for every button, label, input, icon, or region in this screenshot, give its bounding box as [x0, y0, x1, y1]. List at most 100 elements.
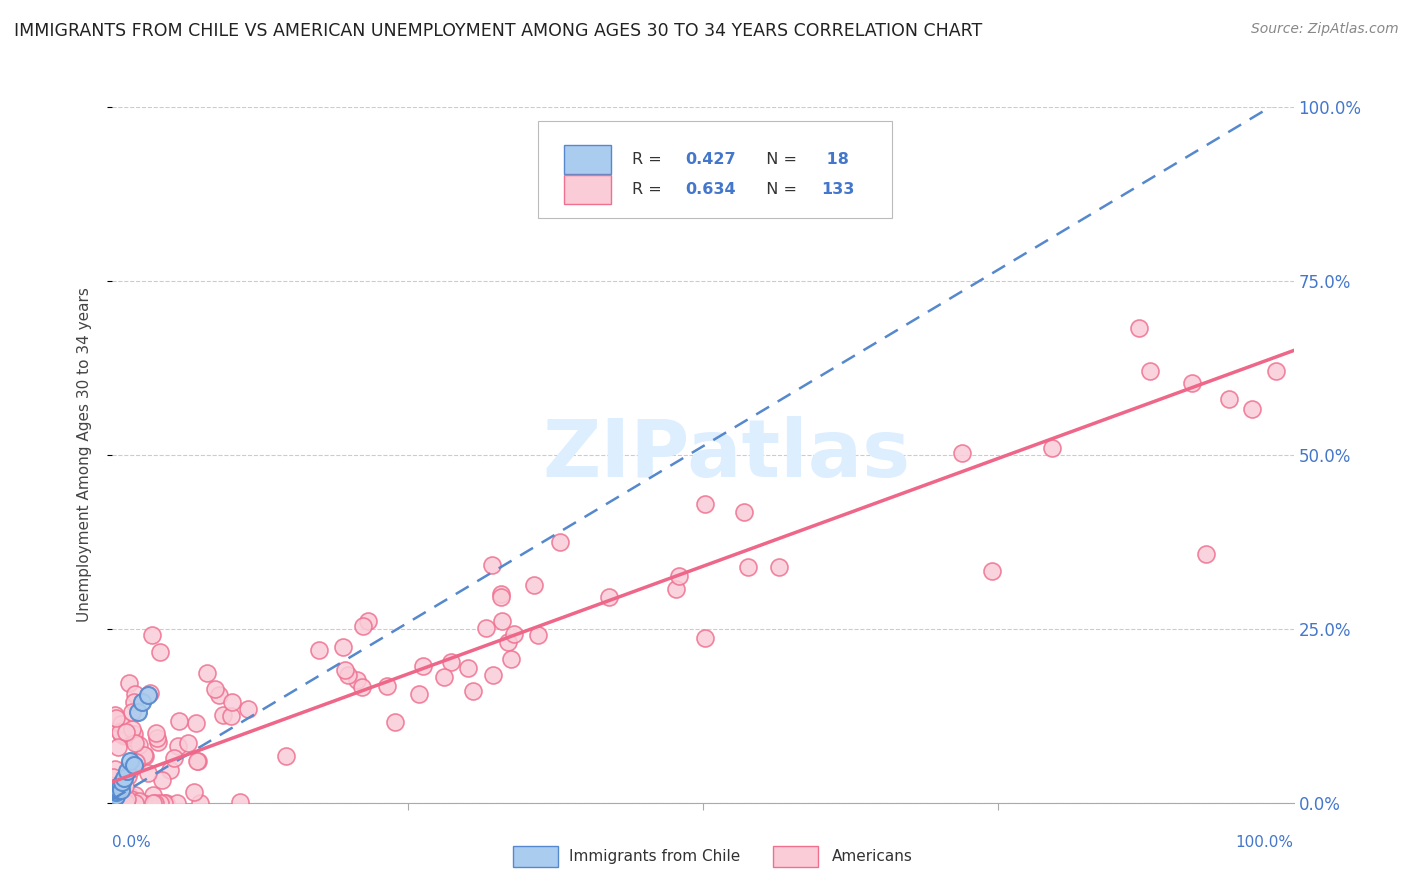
Point [142, 796, 165, 810]
Point [357, 614, 380, 628]
Text: ZIPatlas: ZIPatlas [543, 416, 911, 494]
Text: 100.0%: 100.0% [1236, 836, 1294, 850]
Point [128, 796, 150, 810]
Point [211, 707, 233, 722]
Point [1241, 402, 1264, 417]
Point [131, 796, 153, 810]
Point [768, 559, 790, 574]
Bar [564, 175, 610, 203]
Point [127, 706, 149, 720]
Point [412, 659, 434, 673]
Point [105, 785, 128, 799]
Point [457, 661, 479, 675]
Point [107, 796, 129, 810]
Point [1195, 547, 1218, 561]
Point [221, 695, 243, 709]
Point [124, 796, 146, 810]
Point [693, 497, 716, 511]
Point [110, 727, 132, 741]
Point [1040, 442, 1063, 456]
Point [104, 711, 127, 725]
Point [150, 772, 173, 787]
Point [124, 788, 146, 802]
Point [107, 781, 129, 796]
Point [461, 684, 484, 698]
Point [169, 714, 191, 728]
Point [128, 794, 150, 808]
Point [134, 748, 156, 763]
Point [219, 709, 242, 723]
Point [236, 702, 259, 716]
Point [489, 587, 512, 601]
Point [1181, 376, 1204, 390]
Point [491, 614, 513, 628]
Point [177, 736, 200, 750]
Point [139, 686, 162, 700]
Point [112, 789, 135, 804]
Text: Immigrants from Chile: Immigrants from Chile [569, 849, 741, 863]
Point [118, 796, 141, 810]
Point [117, 796, 139, 810]
Point [481, 558, 503, 573]
Point [163, 750, 186, 764]
Point [153, 796, 176, 810]
Point [114, 796, 136, 810]
Point [693, 632, 716, 646]
Point [131, 695, 153, 709]
Point [489, 590, 512, 604]
Point [499, 652, 522, 666]
Point [475, 621, 498, 635]
Point [1264, 364, 1286, 378]
Point [346, 673, 368, 687]
Point [107, 787, 129, 801]
Point [141, 628, 163, 642]
Point [114, 780, 136, 794]
Text: Americans: Americans [832, 849, 914, 863]
Point [115, 724, 138, 739]
Point [598, 590, 620, 604]
Point [950, 445, 973, 459]
Point [187, 754, 209, 768]
Point [352, 618, 374, 632]
Point [433, 670, 456, 684]
Point [274, 749, 297, 764]
Point [183, 785, 205, 799]
Text: 0.427: 0.427 [685, 152, 735, 167]
Text: 133: 133 [821, 182, 855, 196]
Point [122, 796, 145, 810]
Point [118, 675, 141, 690]
Point [733, 505, 755, 519]
Point [337, 668, 360, 682]
Point [195, 665, 218, 680]
Point [527, 628, 550, 642]
Point [105, 789, 128, 803]
Point [186, 754, 208, 768]
Text: N =: N = [756, 152, 803, 167]
Point [159, 763, 181, 777]
Point [145, 726, 167, 740]
Point [496, 634, 519, 648]
Point [166, 739, 188, 753]
Y-axis label: Unemployment Among Ages 30 to 34 years: Unemployment Among Ages 30 to 34 years [77, 287, 91, 623]
Point [107, 740, 129, 755]
Point [118, 788, 141, 802]
Point [350, 680, 373, 694]
Point [981, 564, 1004, 578]
Point [104, 788, 127, 802]
Point [146, 735, 169, 749]
Point [120, 754, 142, 768]
Point [128, 796, 150, 810]
Point [166, 796, 188, 810]
Point [136, 766, 159, 780]
Point [111, 796, 134, 810]
Point [103, 786, 125, 800]
Point [122, 695, 145, 709]
Point [208, 688, 231, 702]
Point [112, 772, 135, 786]
Point [136, 688, 159, 702]
Point [121, 705, 143, 719]
Text: 0.634: 0.634 [685, 182, 735, 196]
Point [146, 731, 169, 746]
Point [103, 792, 125, 806]
Text: Source: ZipAtlas.com: Source: ZipAtlas.com [1251, 22, 1399, 37]
